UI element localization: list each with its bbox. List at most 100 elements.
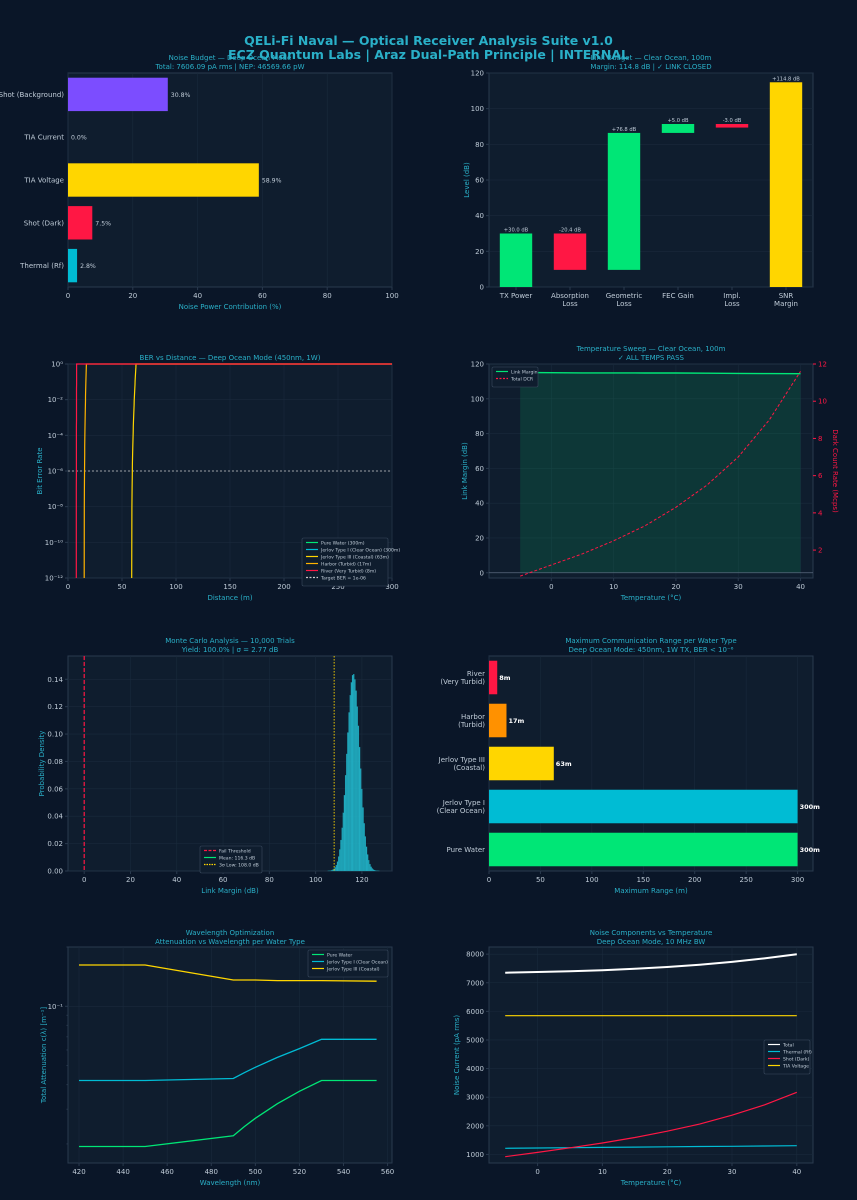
noise-budget-value-label: 0.0% (71, 135, 87, 142)
legend-entry: Target BER = 1e-06 (320, 576, 366, 582)
wavelength-title-line: Attenuation vs Wavelength per Water Type (155, 938, 305, 946)
bar (553, 233, 587, 270)
noise-budget-category-label: Shot (Dark) (24, 219, 64, 227)
suptitle-line-1: QELi-Fi Naval — Optical Receiver Analysi… (244, 33, 613, 48)
legend-entry: Thermal (Rf) (782, 1050, 812, 1056)
ber-series-line (131, 363, 392, 579)
histogram-bin (372, 869, 375, 872)
legend-entry: Fail Threshold (219, 849, 251, 855)
noise-budget-x-axis-label: Noise Power Contribution (%) (179, 303, 282, 311)
noise-budget-x-tick-label: 100 (385, 292, 398, 300)
wavelength-x-axis-label: Wavelength (nm) (200, 1179, 261, 1187)
ber-distance-y-axis-label: Bit Error Rate (36, 447, 44, 494)
histogram-bin (342, 812, 345, 872)
legend-entry: Harbor (Turbid) (17m) (321, 562, 371, 568)
histogram-bin (366, 854, 369, 872)
legend-entry: Jerlov Type I (Clear Ocean) (300m) (320, 548, 400, 554)
link-budget-category-label: Loss (724, 300, 740, 308)
legend-entry: Total DCR (510, 377, 534, 383)
temp-sweep-y-tick-label: 120 (471, 361, 484, 369)
noise-budget-category-label: TIA Current (23, 134, 64, 142)
plot-area (67, 946, 393, 1164)
legend-entry: TIA Voltage (782, 1064, 809, 1070)
legend-entry: Jerlov Type I (Clear Ocean) (326, 960, 388, 966)
histogram-bin (335, 864, 338, 872)
noise-budget-x-tick-label: 40 (193, 292, 202, 300)
histogram-bin (365, 846, 368, 872)
ber-distance-y-tick-label: 10⁻¹⁰ (45, 539, 63, 547)
ber-distance-x-tick-label: 100 (169, 583, 182, 591)
bar (489, 703, 507, 738)
max-range-value-label: 63m (556, 760, 572, 768)
legend-entry: Jerlov Type III (Coastal) (63m) (320, 555, 389, 561)
noise-temp-y-tick-label: 5000 (466, 1036, 484, 1044)
histogram-bin (331, 870, 333, 872)
noise-temp-x-tick-label: 20 (663, 1168, 672, 1176)
monte-carlo-x-tick-label: 40 (172, 876, 181, 884)
monte-carlo-y-tick-label: 0.06 (47, 785, 63, 793)
link-budget-y-tick-label: 120 (471, 70, 484, 78)
link-budget-value-label: +5.0 dB (667, 118, 689, 124)
wavelength-x-tick-label: 500 (249, 1168, 262, 1176)
noise-budget-value-label: 2.8% (80, 263, 96, 270)
noise-temp-y-tick-label: 3000 (466, 1094, 484, 1102)
histogram-bin (371, 868, 373, 872)
ber-distance-y-tick-label: 10⁻⁶ (48, 468, 64, 476)
temp-sweep-y-tick-label: 100 (471, 395, 484, 403)
monte-carlo-x-tick-label: 120 (355, 876, 368, 884)
bar (715, 124, 749, 128)
histogram-bin (355, 690, 357, 872)
link-margin-line (520, 371, 801, 375)
temp-sweep-x-tick-label: 40 (796, 583, 805, 591)
link-budget-category-label: Margin (774, 300, 798, 308)
temp-sweep-chart: Temperature Sweep — Clear Ocean, 100m✓ A… (461, 345, 839, 602)
monte-carlo-x-tick-label: 20 (126, 876, 135, 884)
bar (68, 206, 93, 240)
noise-temp-x-tick-label: 30 (728, 1168, 737, 1176)
max-range-value-label: 17m (508, 717, 524, 725)
legend-entry: Shot (Dark) (783, 1057, 810, 1063)
legend-entry: Mean: 116.3 dB (219, 856, 255, 862)
temp-sweep-y2-tick-label: 10 (818, 398, 827, 406)
wavelength-y-axis-label: Total Attenuation c(λ) [m⁻¹] (40, 1007, 48, 1105)
max-range-category-label: Harbor (461, 713, 485, 721)
link-budget-value-label: +114.8 dB (772, 76, 800, 82)
max-range-category-label: River (467, 670, 485, 678)
max-range-x-axis-label: Maximum Range (m) (614, 887, 688, 895)
bar (68, 163, 259, 197)
noise-series-line (505, 953, 797, 974)
ber-distance-x-tick-label: 0 (66, 583, 70, 591)
temp-sweep-x-tick-label: 30 (734, 583, 743, 591)
wavelength-series-line (79, 1038, 377, 1082)
bar (499, 233, 533, 287)
link-budget-value-label: +76.8 dB (612, 127, 637, 133)
noise-budget-value-label: 58.9% (262, 178, 282, 185)
histogram-bin (347, 732, 349, 872)
ber-series-line (83, 363, 392, 579)
link-budget-title-line: Link Budget — Clear Ocean, 100m (591, 54, 712, 62)
ber-distance-y-tick-label: 10⁻¹² (45, 575, 63, 583)
temp-sweep-y-tick-label: 20 (475, 534, 484, 542)
max-range-category-label: (Coastal) (453, 764, 485, 772)
temp-sweep-y-tick-label: 0 (480, 569, 484, 577)
wavelength-x-tick-label: 420 (72, 1168, 85, 1176)
max-range-category-label: (Turbid) (458, 721, 485, 729)
bar (661, 124, 695, 133)
link-budget-value-label: +30.0 dB (504, 228, 529, 234)
wavelength-title-line: Wavelength Optimization (186, 929, 275, 937)
legend-entry: 3σ Low: 108.0 dB (219, 863, 259, 869)
link-budget-y-tick-label: 60 (475, 177, 484, 185)
max-range-value-label: 300m (800, 846, 821, 854)
histogram-bin (343, 795, 346, 872)
histogram-bin (360, 768, 362, 872)
monte-carlo-chart: Monte Carlo Analysis — 10,000 TrialsYiel… (38, 637, 393, 895)
plot-area (488, 363, 814, 579)
wavelength-x-tick-label: 560 (381, 1168, 394, 1176)
legend-entry: Jerlov Type III (Coastal) (326, 967, 380, 973)
ber-distance-x-tick-label: 250 (331, 583, 344, 591)
